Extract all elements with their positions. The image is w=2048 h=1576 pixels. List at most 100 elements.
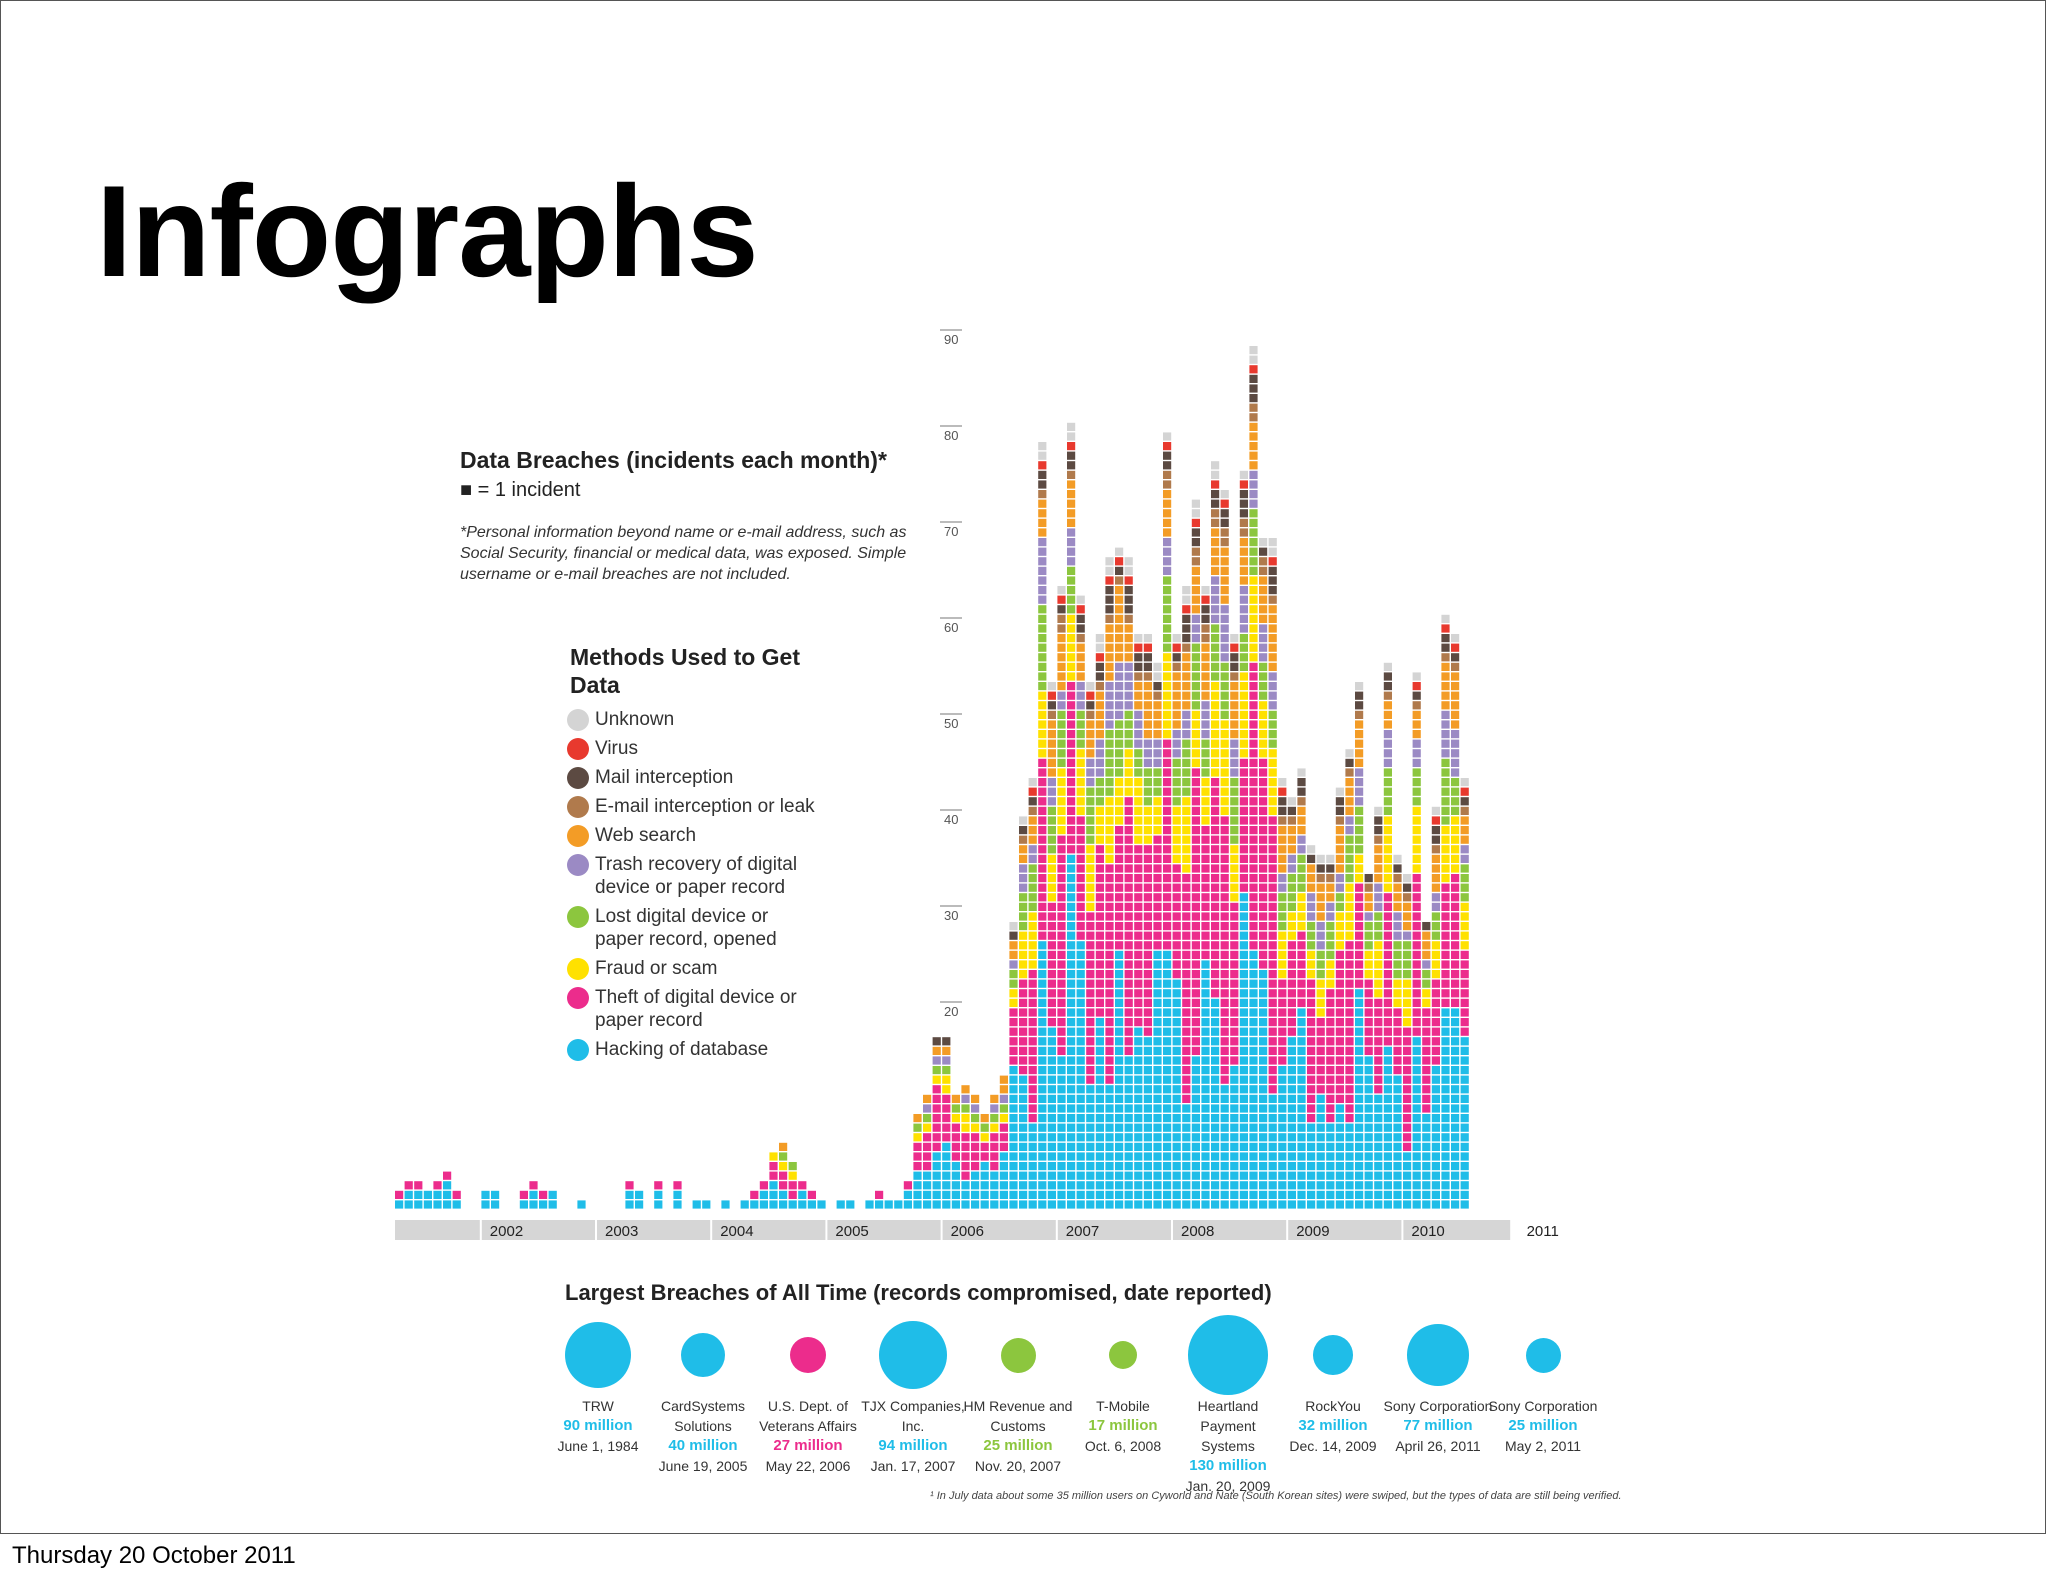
legend-swatch bbox=[567, 958, 589, 980]
incident-square bbox=[1067, 1171, 1076, 1180]
incident-square bbox=[1057, 586, 1066, 595]
incident-square bbox=[1115, 941, 1124, 950]
incident-square bbox=[1374, 931, 1383, 940]
incident-square bbox=[1191, 1171, 1200, 1180]
incident-square bbox=[1278, 1008, 1287, 1017]
incident-square bbox=[1249, 614, 1258, 623]
incident-square bbox=[1086, 883, 1095, 892]
incident-square bbox=[1259, 1123, 1268, 1132]
incident-square bbox=[1220, 509, 1229, 518]
incident-square bbox=[1393, 931, 1402, 940]
incident-square bbox=[1441, 739, 1450, 748]
incident-square bbox=[913, 1181, 922, 1190]
incident-square bbox=[1038, 1018, 1047, 1027]
year-label: 2006 bbox=[951, 1223, 984, 1240]
incident-square bbox=[961, 1190, 970, 1199]
incident-square bbox=[817, 1200, 826, 1209]
incident-square bbox=[1163, 643, 1172, 652]
incident-square bbox=[1249, 979, 1258, 988]
incident-square bbox=[951, 1162, 960, 1171]
incident-square bbox=[1431, 1123, 1440, 1132]
incident-square bbox=[1230, 758, 1239, 767]
incident-square bbox=[1383, 806, 1392, 815]
incident-square bbox=[1422, 1162, 1431, 1171]
incident-square bbox=[1143, 941, 1152, 950]
incident-square bbox=[1095, 826, 1104, 835]
incident-square bbox=[1182, 854, 1191, 863]
incident-square bbox=[1326, 1114, 1335, 1123]
incident-square bbox=[1259, 854, 1268, 863]
incident-square bbox=[951, 1152, 960, 1161]
incident-square bbox=[1287, 931, 1296, 940]
incident-square bbox=[1383, 1133, 1392, 1142]
incident-square bbox=[1374, 950, 1383, 959]
incident-square bbox=[1383, 854, 1392, 863]
incident-square bbox=[481, 1190, 490, 1199]
incident-square bbox=[1067, 528, 1076, 537]
incident-square bbox=[1259, 826, 1268, 835]
incident-square bbox=[529, 1200, 538, 1209]
incident-square bbox=[1220, 854, 1229, 863]
incident-square bbox=[1287, 874, 1296, 883]
incident-square bbox=[1220, 797, 1229, 806]
incident-square bbox=[1249, 346, 1258, 355]
incident-square bbox=[1307, 1162, 1316, 1171]
incident-square bbox=[1412, 1104, 1421, 1113]
incident-square bbox=[1067, 538, 1076, 547]
incident-square bbox=[1201, 787, 1210, 796]
incident-square bbox=[1191, 1094, 1200, 1103]
incident-square bbox=[1038, 1008, 1047, 1017]
incident-square bbox=[1239, 538, 1248, 547]
incident-square bbox=[1191, 758, 1200, 767]
incident-square bbox=[1335, 1008, 1344, 1017]
incident-square bbox=[1297, 1008, 1306, 1017]
incident-square bbox=[1403, 874, 1412, 883]
incident-square bbox=[1076, 1085, 1085, 1094]
incident-square bbox=[1441, 1133, 1450, 1142]
incident-square bbox=[1211, 1075, 1220, 1084]
incident-square bbox=[1057, 854, 1066, 863]
incident-square bbox=[1249, 931, 1258, 940]
incident-square bbox=[1143, 845, 1152, 854]
incident-square bbox=[1115, 778, 1124, 787]
incident-square bbox=[1191, 1008, 1200, 1017]
incident-square bbox=[1249, 374, 1258, 383]
incident-square bbox=[1124, 902, 1133, 911]
incident-square bbox=[1297, 1114, 1306, 1123]
incident-square bbox=[1326, 941, 1335, 950]
incident-square bbox=[1038, 1114, 1047, 1123]
incident-square bbox=[932, 1162, 941, 1171]
incident-square bbox=[1355, 1162, 1364, 1171]
incident-square bbox=[1249, 413, 1258, 422]
incident-square bbox=[1047, 1027, 1056, 1036]
incident-square bbox=[1201, 720, 1210, 729]
incident-square bbox=[692, 1200, 701, 1209]
incident-square bbox=[1383, 902, 1392, 911]
incident-square bbox=[1163, 979, 1172, 988]
incident-square bbox=[1067, 557, 1076, 566]
incident-square bbox=[1287, 1075, 1296, 1084]
incident-square bbox=[1153, 845, 1162, 854]
incident-square bbox=[1249, 778, 1258, 787]
incident-square bbox=[1153, 797, 1162, 806]
incident-square bbox=[1028, 950, 1037, 959]
incident-square bbox=[1028, 1190, 1037, 1199]
y-tick-label: 40 bbox=[944, 812, 958, 827]
incident-square bbox=[1153, 1085, 1162, 1094]
incident-square bbox=[1259, 1181, 1268, 1190]
incident-square bbox=[1038, 787, 1047, 796]
incident-square bbox=[1451, 1056, 1460, 1065]
year-divider bbox=[1286, 1220, 1289, 1240]
incident-square bbox=[1268, 653, 1277, 662]
incident-square bbox=[942, 1190, 951, 1199]
incident-square bbox=[1441, 1152, 1450, 1161]
incident-square bbox=[1355, 1190, 1364, 1199]
incident-square bbox=[1009, 979, 1018, 988]
incident-square bbox=[1307, 970, 1316, 979]
breach-name: Sony Corporation bbox=[1488, 1398, 1598, 1414]
incident-square bbox=[1201, 806, 1210, 815]
y-tick-label: 90 bbox=[944, 332, 958, 347]
incident-square bbox=[923, 1142, 932, 1151]
incident-square bbox=[1143, 922, 1152, 931]
incident-square bbox=[1163, 576, 1172, 585]
